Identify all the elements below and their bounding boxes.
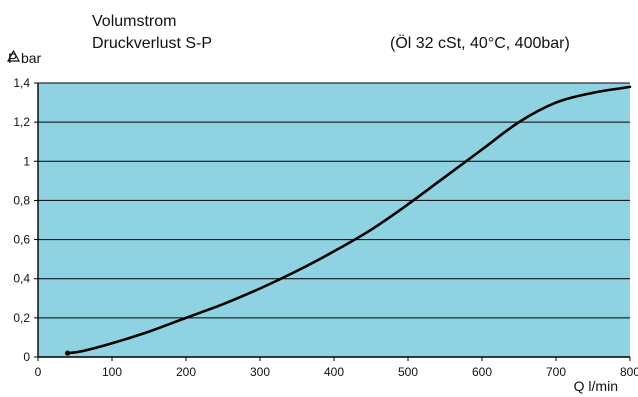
chart-subtitle: (Öl 32 cSt, 40°C, 400bar)	[390, 35, 570, 52]
y-tick-label: 0,6	[13, 233, 30, 247]
plot-area	[38, 83, 630, 357]
chart-title-line-2: Druckverlust S-P	[92, 35, 213, 52]
series-line	[66, 85, 632, 355]
x-tick-label: 100	[102, 365, 122, 379]
x-tick-label: 500	[398, 365, 418, 379]
y-tick-label: 0	[23, 350, 30, 364]
y-tick-label: 0,8	[13, 193, 30, 207]
x-tick-label: 400	[324, 365, 344, 379]
y-tick-label: 1	[23, 154, 30, 168]
x-axis-label: Q l/min	[573, 378, 618, 394]
series-start-point	[65, 350, 71, 356]
y-axis-label: P bar	[7, 50, 41, 66]
x-tick-label: 700	[546, 365, 566, 379]
x-tick-label: 300	[250, 365, 270, 379]
chart-title-line-1: Volumstrom	[92, 13, 177, 30]
x-tick-label: 800	[620, 365, 638, 379]
y-tick-label: 1,4	[13, 76, 30, 90]
y-tick-label: 0,4	[13, 272, 30, 286]
x-tick-label: 200	[176, 365, 196, 379]
y-tick-label: 0,2	[13, 311, 30, 325]
x-tick-label: 0	[35, 365, 42, 379]
y-axis-label-text: P bar	[8, 50, 42, 66]
y-tick-label: 1,2	[13, 115, 30, 129]
x-tick-label: 600	[472, 365, 492, 379]
